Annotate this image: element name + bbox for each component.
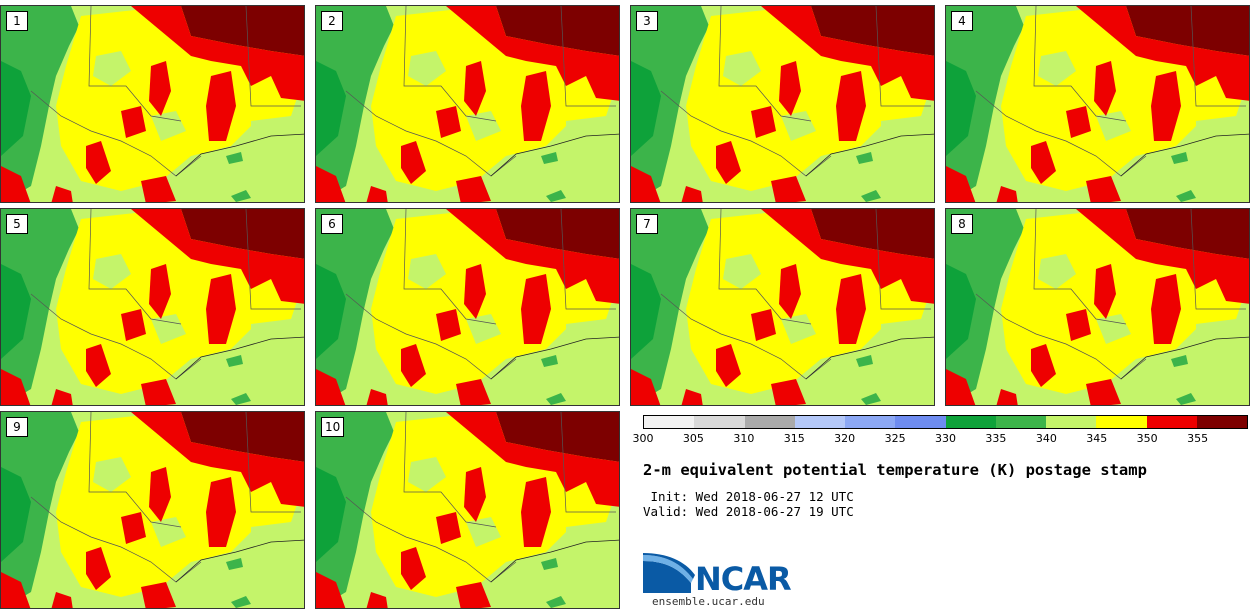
colorbar-tick-labels: 300 305 310 315 320 325 330 335 340 345 350 355: [633, 432, 1253, 446]
map-svg: [946, 209, 1249, 405]
map-svg: [946, 6, 1249, 202]
member-number-label: 3: [636, 11, 658, 31]
colorbar-segment: [895, 416, 946, 428]
colorbar-segment: [794, 416, 845, 428]
map-svg: [316, 412, 619, 608]
ensemble-member-panel-4: 4: [945, 5, 1250, 203]
colorbar-segment: [945, 416, 996, 428]
ensemble-member-panel-8: 8: [945, 208, 1250, 406]
map-svg: [1, 6, 304, 202]
colorbar-segment: [1046, 416, 1097, 428]
colorbar-segment: [1146, 416, 1197, 428]
colorbar-segment: [995, 416, 1046, 428]
colorbar-tick-label: 325: [884, 432, 906, 445]
ncar-logo-text: NCAR: [695, 560, 792, 598]
colorbar-segment: [1096, 416, 1147, 428]
colorbar-tick-label: 340: [1035, 432, 1057, 445]
colorbar: [643, 415, 1248, 429]
ensemble-member-panel-5: 5: [0, 208, 305, 406]
colorbar-tick-label: 320: [834, 432, 856, 445]
member-number-label: 8: [951, 214, 973, 234]
ensemble-url[interactable]: ensemble.ucar.edu: [652, 595, 765, 608]
member-number-label: 4: [951, 11, 973, 31]
member-number-label: 10: [321, 417, 345, 437]
member-number-label: 7: [636, 214, 658, 234]
map-svg: [631, 6, 934, 202]
colorbar-tick-label: 300: [632, 432, 654, 445]
map-svg: [1, 209, 304, 405]
ensemble-member-panel-6: 6: [315, 208, 620, 406]
colorbar-tick-label: 335: [985, 432, 1007, 445]
ensemble-member-panel-10: 10: [315, 411, 620, 609]
member-number-label: 2: [321, 11, 343, 31]
map-svg: [316, 6, 619, 202]
colorbar-segment: [744, 416, 795, 428]
colorbar-segment: [694, 416, 745, 428]
chart-title: 2-m equivalent potential temperature (K)…: [643, 461, 1147, 479]
colorbar-tick-label: 330: [935, 432, 956, 445]
init-time: Init: Wed 2018-06-27 12 UTC: [643, 489, 854, 504]
valid-time: Valid: Wed 2018-06-27 19 UTC: [643, 504, 854, 519]
ensemble-member-panel-1: 1: [0, 5, 305, 203]
map-svg: [316, 209, 619, 405]
colorbar-tick-label: 345: [1086, 432, 1108, 445]
ensemble-member-panel-7: 7: [630, 208, 935, 406]
ncar-logo: [643, 553, 695, 593]
colorbar-segment: [1196, 416, 1247, 428]
colorbar-tick-label: 310: [733, 432, 755, 445]
member-number-label: 9: [6, 417, 28, 437]
member-number-label: 6: [321, 214, 343, 234]
colorbar-tick-label: 355: [1187, 432, 1209, 445]
colorbar-segment: [644, 416, 695, 428]
member-number-label: 1: [6, 11, 28, 31]
member-number-label: 5: [6, 214, 28, 234]
ensemble-member-panel-3: 3: [630, 5, 935, 203]
map-svg: [1, 412, 304, 608]
colorbar-tick-label: 315: [783, 432, 805, 445]
ensemble-member-panel-9: 9: [0, 411, 305, 609]
map-svg: [631, 209, 934, 405]
colorbar-tick-label: 350: [1136, 432, 1158, 445]
colorbar-segment: [845, 416, 896, 428]
ensemble-member-panel-2: 2: [315, 5, 620, 203]
colorbar-tick-label: 305: [682, 432, 704, 445]
